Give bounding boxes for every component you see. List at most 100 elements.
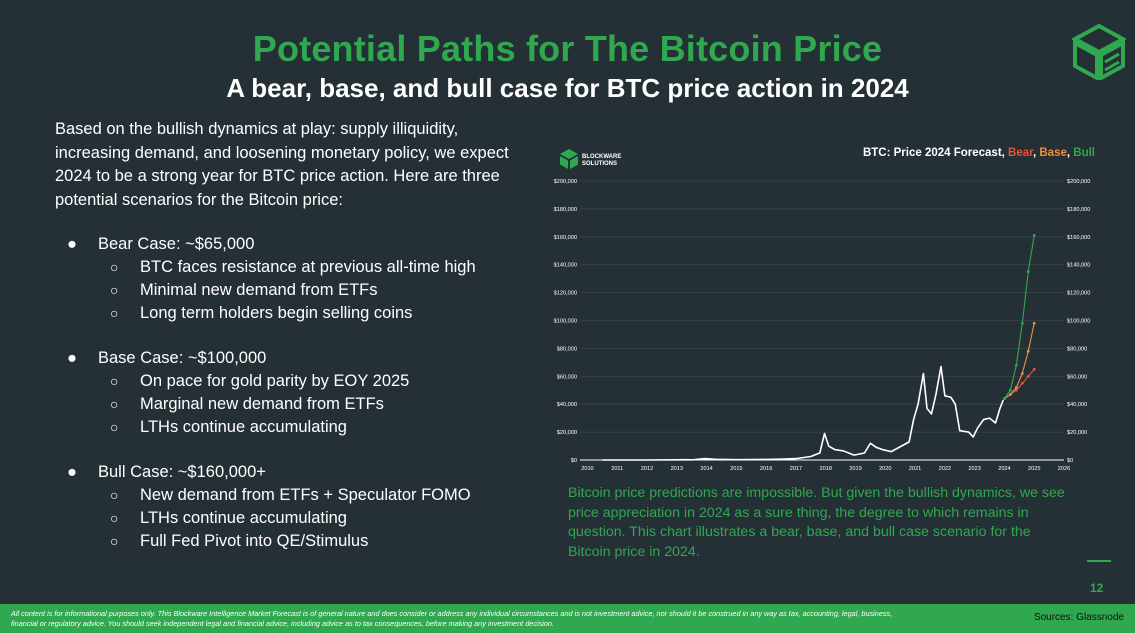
- y-tick-label-left: $160,000: [554, 235, 577, 241]
- sources-text: Sources: Glassnode: [1033, 612, 1124, 623]
- list-item: ○ On pace for gold parity by EOY 2025: [55, 370, 535, 393]
- x-tick-label: 2024: [998, 466, 1010, 472]
- scenario-list: ● Bear Case: ~$65,000 ○ BTC faces resistan…: [55, 232, 535, 574]
- circle-bullet-icon: ○: [110, 396, 119, 412]
- bull-data-point: [1003, 397, 1006, 401]
- chart-brand-name: BLOCKWARE: [582, 154, 621, 160]
- y-tick-label-left: $120,000: [554, 291, 577, 297]
- bear-data-point: [1014, 388, 1018, 392]
- x-tick-label: 2019: [849, 466, 861, 472]
- x-tick-label: 2016: [760, 466, 772, 472]
- base-data-point: [1014, 386, 1018, 389]
- page-number: 12: [1090, 581, 1104, 595]
- y-tick-label-left: $100,000: [554, 319, 577, 325]
- circle-bullet-icon: ○: [110, 419, 119, 435]
- x-tick-label: 2012: [641, 466, 653, 472]
- x-tick-label: 2011: [611, 466, 623, 472]
- chart-brand-sub: SOLUTIONS: [582, 161, 617, 167]
- base-data-point: [1020, 372, 1024, 375]
- x-tick-label: 2013: [671, 466, 683, 472]
- y-tick-label-left: $0: [571, 458, 577, 464]
- circle-bullet-icon: ○: [110, 510, 119, 526]
- list-item: ○ New demand from ETFs + Speculator FOMO: [55, 484, 535, 507]
- bear-data-point: [1026, 374, 1030, 378]
- y-tick-label-left: $180,000: [554, 207, 577, 213]
- y-tick-label-left: $80,000: [557, 346, 577, 352]
- circle-bullet-icon: ○: [110, 282, 119, 298]
- bullet-icon: ●: [67, 349, 77, 367]
- y-tick-label-right: $60,000: [1067, 374, 1087, 380]
- chart-title-bear: Bear: [1008, 147, 1034, 159]
- btc-forecast-chart: BLOCKWARE SOLUTIONS BTC: Price 2024 Fore…: [548, 140, 1098, 474]
- disclaimer-text: All content is for informational purpose…: [11, 609, 893, 628]
- x-tick-label: 2017: [790, 466, 802, 472]
- x-tick-label: 2023: [968, 466, 980, 472]
- chart-title-sep: ,: [1067, 147, 1073, 159]
- bull-series-line: [1003, 235, 1035, 399]
- list-item: ○ BTC faces resistance at previous all-ti…: [55, 256, 535, 279]
- chart-title-base: Base: [1039, 147, 1067, 159]
- x-tick-label: 2020: [879, 466, 891, 472]
- bull-data-point: [1026, 270, 1030, 274]
- base-data-point: [1008, 393, 1012, 396]
- base-data-point: [1026, 349, 1030, 353]
- bull-data-point: [1008, 388, 1012, 392]
- bull-case: ● Bull Case: ~$160,000+ ○ New demand from …: [55, 460, 535, 553]
- chart-title-bull: Bull: [1073, 147, 1095, 159]
- bull-data-point: [1014, 363, 1018, 367]
- x-tick-label: 2018: [819, 466, 831, 472]
- y-tick-label-right: $80,000: [1067, 346, 1087, 352]
- bull-data-point: [1020, 321, 1024, 325]
- chart-caption: Bitcoin price predictions are impossible…: [568, 485, 1065, 560]
- y-tick-label-right: $140,000: [1067, 263, 1090, 269]
- y-tick-label-right: $160,000: [1067, 235, 1090, 241]
- base-case: ● Base Case: ~$100,000 ○ On pace for gold …: [55, 346, 535, 439]
- case-title: Bull Case: ~$160,000+: [98, 463, 266, 481]
- bear-data-point: [1032, 367, 1036, 371]
- blockware-cube-logo-icon: [1072, 24, 1126, 80]
- x-tick-label: 2025: [1028, 466, 1040, 472]
- list-item: ○ LTHs continue accumulating: [55, 416, 535, 439]
- footer-bar: All content is for informational purpose…: [0, 604, 1135, 633]
- case-title: Base Case: ~$100,000: [98, 349, 267, 367]
- x-tick-label: 2010: [581, 466, 593, 472]
- circle-bullet-icon: ○: [110, 487, 119, 503]
- chart-svg: BLOCKWARE SOLUTIONS BTC: Price 2024 Fore…: [554, 147, 1095, 472]
- circle-bullet-icon: ○: [110, 373, 119, 389]
- y-tick-label-left: $20,000: [557, 430, 577, 436]
- x-tick-label: 2015: [730, 466, 742, 472]
- historical-series-line: [602, 365, 1004, 461]
- x-tick-label: 2026: [1058, 466, 1070, 472]
- case-title: Bear Case: ~$65,000: [98, 235, 255, 253]
- x-tick-label: 2014: [700, 466, 712, 472]
- bear-series-line: [1004, 368, 1035, 400]
- list-item: ○ LTHs continue accumulating: [55, 507, 535, 530]
- y-tick-label-left: $40,000: [557, 402, 577, 408]
- list-item: ○ Full Fed Pivot into QE/Stimulus: [55, 530, 535, 553]
- page-title: Potential Paths for The Bitcoin Price: [252, 28, 883, 69]
- y-tick-label-right: $120,000: [1067, 291, 1090, 297]
- chart-title: BTC: Price 2024 Forecast, Bear, Base, Bu…: [863, 147, 1095, 159]
- page-subtitle: A bear, base, and bull case for BTC pric…: [226, 73, 909, 103]
- circle-bullet-icon: ○: [110, 259, 119, 275]
- y-tick-label-right: $40,000: [1067, 402, 1087, 408]
- list-item: ○ Long term holders begin selling coins: [55, 302, 535, 325]
- x-tick-label: 2021: [909, 466, 921, 472]
- list-item: ○ Marginal new demand from ETFs: [55, 393, 535, 416]
- x-tick-label: 2022: [939, 466, 951, 472]
- y-tick-label-right: $20,000: [1067, 430, 1087, 436]
- page-divider: [1087, 560, 1111, 562]
- circle-bullet-icon: ○: [110, 533, 119, 549]
- base-data-point: [1032, 321, 1036, 325]
- bull-data-point: [1032, 234, 1036, 237]
- intro-paragraph: Based on the bullish dynamics at play: s…: [55, 120, 509, 209]
- y-tick-label-left: $140,000: [554, 263, 577, 269]
- chart-title-sep: ,: [1033, 147, 1039, 159]
- y-tick-label-left: $200,000: [554, 179, 577, 185]
- bullet-icon: ●: [67, 235, 77, 253]
- chart-brand-logo-icon: [560, 149, 578, 169]
- bear-case: ● Bear Case: ~$65,000 ○ BTC faces resistan…: [55, 232, 535, 325]
- list-item: ○ Minimal new demand from ETFs: [55, 279, 535, 302]
- bear-data-point: [1020, 381, 1024, 385]
- y-tick-label-right: $100,000: [1067, 319, 1090, 325]
